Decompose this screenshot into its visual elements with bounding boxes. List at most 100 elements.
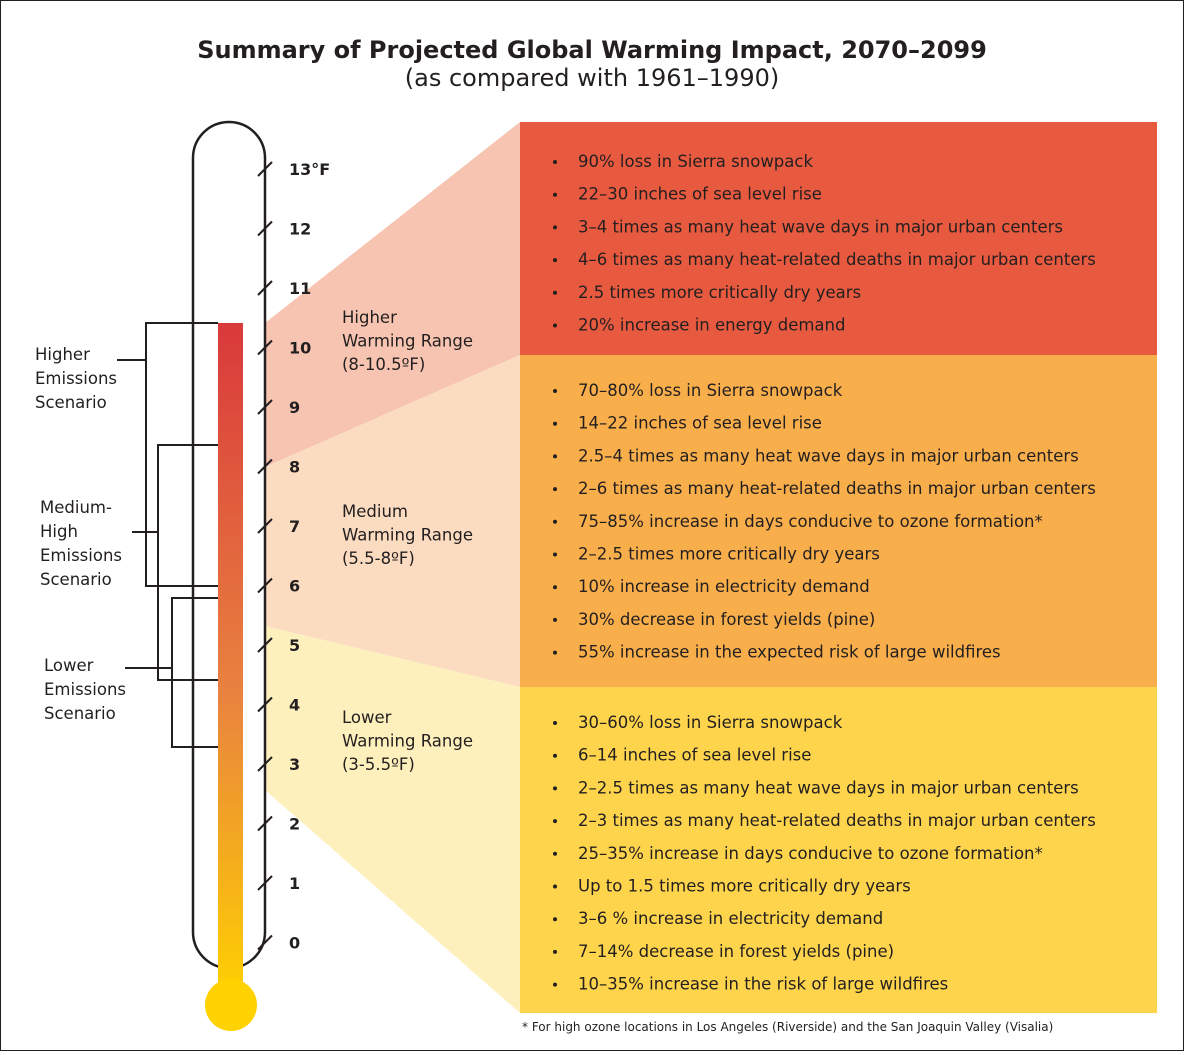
tick xyxy=(257,161,273,177)
impact-item: 2–3 times as many heat-related deaths in… xyxy=(578,811,1096,830)
tick-label: 3 xyxy=(289,755,300,774)
tick-label: 7 xyxy=(289,517,300,536)
scenario-label: Lower xyxy=(44,656,94,675)
brackets xyxy=(117,322,218,748)
tick xyxy=(257,220,273,237)
range-label: Warming Range xyxy=(342,332,473,351)
tick xyxy=(257,339,273,356)
impact-item: 3–4 times as many heat wave days in majo… xyxy=(578,217,1063,236)
tick-label: 13°F xyxy=(289,160,330,179)
bullet xyxy=(553,982,557,987)
impact-item: 2–2.5 times more critically dry years xyxy=(578,545,880,564)
thermometer xyxy=(191,120,267,1031)
bullet xyxy=(553,585,557,590)
bullet xyxy=(553,487,557,492)
impact-item: 2.5–4 times as many heat wave days in ma… xyxy=(578,446,1079,465)
scenario-label: Emissions xyxy=(35,369,117,388)
bullet xyxy=(553,753,557,758)
tick-label: 4 xyxy=(289,696,300,715)
scenario-label: Scenario xyxy=(44,704,116,723)
tick-label: 9 xyxy=(289,398,300,417)
scenario-label: Emissions xyxy=(40,546,122,565)
bullet xyxy=(553,519,557,524)
tick xyxy=(257,280,273,296)
tick-label: 0 xyxy=(289,934,300,953)
tick-label: 6 xyxy=(289,577,300,596)
bullet xyxy=(553,819,557,824)
bullet xyxy=(553,454,557,459)
tick-label: 10 xyxy=(289,339,311,358)
bullet xyxy=(553,323,557,328)
tick-label: 11 xyxy=(289,279,311,298)
bullet xyxy=(553,421,557,426)
footnote: * For high ozone locations in Los Angele… xyxy=(522,1020,1053,1034)
bullet xyxy=(553,786,557,791)
range-label: Lower xyxy=(342,708,392,727)
impact-item: 2.5 times more critically dry years xyxy=(578,283,861,302)
impact-item: 20% increase in energy demand xyxy=(578,316,845,335)
bullet xyxy=(553,192,557,197)
impact-item: 7–14% decrease in forest yields (pine) xyxy=(578,942,894,961)
tick xyxy=(257,875,273,891)
bullet xyxy=(553,552,557,557)
scenario-label: Scenario xyxy=(35,393,107,412)
tick xyxy=(257,637,273,653)
range-label: (3-5.5ºF) xyxy=(342,755,415,774)
tick-label: 12 xyxy=(289,220,311,239)
range-label: Higher xyxy=(342,308,397,327)
impact-item: 30–60% loss in Sierra snowpack xyxy=(578,713,843,732)
tick-label: 1 xyxy=(289,874,300,893)
tick xyxy=(257,518,273,534)
scenario-label: Higher xyxy=(35,345,90,364)
tick-label: 2 xyxy=(289,815,300,834)
bullet xyxy=(553,389,557,393)
bullet xyxy=(553,884,557,889)
tick xyxy=(257,458,273,475)
tick-label: 8 xyxy=(289,458,300,477)
scenario-label: High xyxy=(40,522,78,541)
bullet xyxy=(553,949,557,954)
impact-item: 70–80% loss in Sierra snowpack xyxy=(578,381,843,400)
impact-item: 75–85% increase in days conducive to ozo… xyxy=(578,512,1043,531)
tick xyxy=(257,577,273,594)
range-wedges xyxy=(265,122,1157,1013)
bullet xyxy=(553,160,557,164)
scenario-label: Medium- xyxy=(40,498,112,517)
title: Summary of Projected Global Warming Impa… xyxy=(197,36,987,64)
impact-item: 2–6 times as many heat-related deaths in… xyxy=(578,479,1096,498)
impact-item: 25–35% increase in days conducive to ozo… xyxy=(578,844,1043,863)
bullet xyxy=(553,650,557,655)
bullet xyxy=(553,721,557,725)
impact-item: 6–14 inches of sea level rise xyxy=(578,746,811,765)
range-label: Warming Range xyxy=(342,526,473,545)
range-label: Warming Range xyxy=(342,732,473,751)
range-label: (5.5-8ºF) xyxy=(342,549,415,568)
impact-item: 10–35% increase in the risk of large wil… xyxy=(578,975,948,994)
subtitle: (as compared with 1961–1990) xyxy=(405,64,779,92)
impact-item: 4–6 times as many heat-related deaths in… xyxy=(578,250,1096,269)
bullet xyxy=(553,617,557,622)
impact-item: 22–30 inches of sea level rise xyxy=(578,185,822,204)
bullet xyxy=(553,258,557,263)
tick xyxy=(257,756,273,772)
bullet xyxy=(553,917,557,922)
bullet xyxy=(553,851,557,856)
range-label: Medium xyxy=(342,502,408,521)
tick xyxy=(257,934,273,951)
impact-item: 10% increase in electricity demand xyxy=(578,577,870,596)
impact-item: 55% increase in the expected risk of lar… xyxy=(578,643,1001,662)
impact-item: 30% decrease in forest yields (pine) xyxy=(578,610,875,629)
tick xyxy=(257,815,273,832)
scenario-label: Scenario xyxy=(40,570,112,589)
impact-item: 2–2.5 times as many heat wave days in ma… xyxy=(578,778,1079,797)
tick xyxy=(257,696,273,713)
impact-item: 3–6 % increase in electricity demand xyxy=(578,909,883,928)
tick xyxy=(257,399,273,415)
impact-item: 90% loss in Sierra snowpack xyxy=(578,152,813,171)
impact-item: Up to 1.5 times more critically dry year… xyxy=(578,877,911,896)
tick-label: 5 xyxy=(289,636,300,655)
bullet xyxy=(553,225,557,230)
impact-item: 14–22 inches of sea level rise xyxy=(578,414,822,433)
scenario-label: Emissions xyxy=(44,680,126,699)
